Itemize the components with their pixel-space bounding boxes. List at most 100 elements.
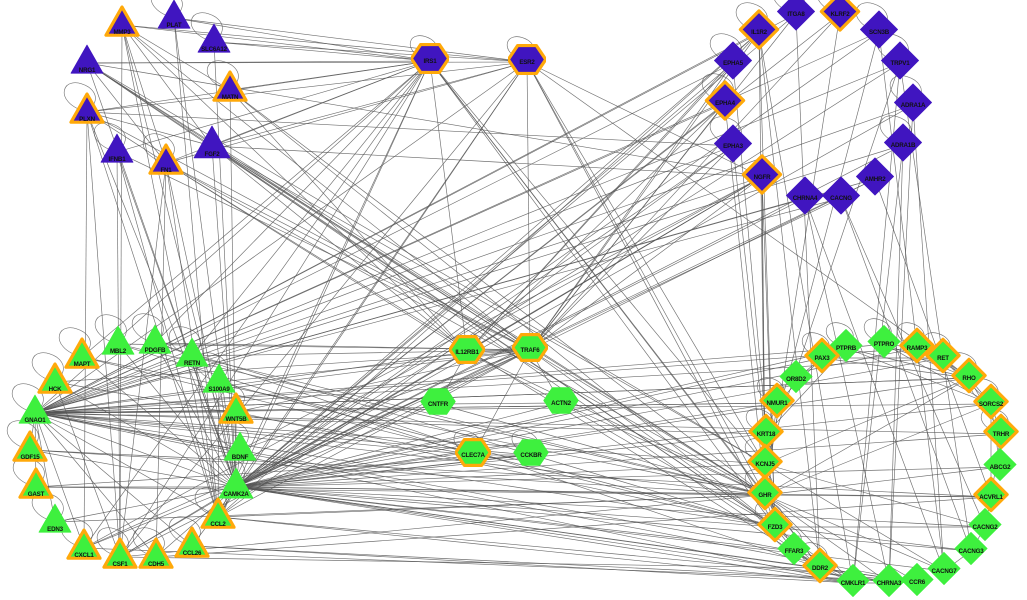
edge — [191, 545, 854, 584]
diamond-icon — [741, 154, 783, 195]
edge — [34, 412, 241, 451]
graph-node[interactable]: MBL2 — [97, 321, 139, 368]
graph-node[interactable]: CCR6 — [898, 561, 936, 600]
edge — [34, 347, 918, 414]
triangle-icon — [102, 537, 138, 569]
edge — [154, 342, 237, 488]
edge — [429, 60, 766, 465]
edge — [119, 556, 821, 569]
edge — [229, 60, 431, 91]
edge — [117, 343, 766, 496]
edge — [235, 486, 972, 552]
graph-node[interactable]: TRAF6 — [511, 330, 549, 371]
graph-node[interactable]: TRPV1 — [879, 40, 921, 87]
triangle-icon — [101, 325, 135, 355]
edge — [429, 60, 821, 569]
diamond-icon — [747, 474, 783, 511]
edge — [54, 381, 474, 456]
graph-node[interactable]: ESR2 — [506, 41, 548, 84]
graph-node[interactable]: IFNB1 — [96, 129, 138, 176]
edge — [54, 381, 237, 488]
edge — [437, 402, 562, 405]
edge — [211, 145, 531, 351]
edge — [121, 24, 231, 91]
graph-node[interactable]: MATN — [209, 67, 251, 114]
edge — [83, 547, 918, 583]
edge — [235, 104, 914, 488]
graph-node[interactable]: CACNG — [820, 175, 862, 222]
triangle-icon — [218, 467, 254, 499]
edge — [34, 412, 56, 523]
diamond-icon — [822, 176, 860, 215]
edge — [34, 145, 734, 414]
edge — [526, 61, 531, 351]
graph-node[interactable]: ITGA8 — [775, 0, 817, 38]
diamond-icon — [900, 562, 934, 597]
triangle-icon — [12, 430, 48, 462]
edge — [86, 62, 763, 178]
diamond-icon — [899, 327, 935, 364]
edge — [235, 13, 797, 488]
triangle-icon — [212, 70, 248, 102]
edge — [235, 486, 776, 528]
edge — [235, 402, 562, 488]
diamond-icon — [973, 476, 1009, 513]
hexagon-icon — [511, 333, 549, 362]
graph-node[interactable]: CNTFR — [420, 384, 456, 425]
edge — [526, 61, 970, 379]
edge — [774, 526, 972, 552]
graph-node[interactable]: CDH5 — [135, 534, 177, 581]
edge — [229, 89, 766, 496]
edge — [217, 349, 531, 518]
edge — [235, 454, 474, 488]
graph-node[interactable]: KLRF2 — [819, 0, 861, 38]
edge — [845, 347, 992, 405]
graph-node[interactable]: CCL26 — [171, 523, 213, 570]
edge — [173, 17, 431, 62]
triangle-icon — [104, 5, 140, 37]
edge — [235, 62, 734, 488]
graph-node[interactable]: IRS1 — [409, 40, 451, 83]
edge — [83, 176, 763, 549]
edge — [173, 17, 219, 518]
edge — [235, 402, 778, 488]
diamond-icon — [779, 359, 813, 394]
triangle-icon — [64, 337, 100, 369]
edge — [239, 176, 763, 451]
graph-node[interactable]: NRG1 — [66, 40, 108, 87]
edge — [54, 486, 237, 523]
graph-node[interactable]: IL12RB1 — [448, 332, 486, 373]
hexagon-icon — [454, 438, 492, 467]
edge — [211, 145, 766, 496]
graph-node[interactable]: FGF2 — [189, 121, 235, 172]
self-loop-edge — [190, 12, 223, 43]
graph-node[interactable]: SLC6A12 — [193, 19, 235, 66]
graph-node[interactable]: EPHA4 — [704, 80, 746, 127]
graph-node[interactable]: CMKLR1 — [834, 562, 872, 600]
graph-node[interactable]: FN1 — [145, 140, 187, 187]
graph-node[interactable]: ACTN2 — [543, 383, 579, 424]
diamond-icon — [951, 357, 987, 394]
edge — [119, 61, 528, 558]
diamond-icon — [829, 328, 863, 363]
hexagon-icon — [543, 387, 579, 414]
edge — [217, 61, 528, 518]
triangle-icon — [175, 337, 209, 367]
edge — [116, 151, 237, 488]
edge — [429, 60, 468, 353]
graph-node[interactable]: CCKBR — [513, 435, 549, 476]
edge — [34, 349, 531, 414]
graph-node[interactable]: NGFR — [741, 154, 783, 201]
graph-node[interactable]: PDGFB — [134, 320, 176, 367]
edge — [173, 17, 528, 63]
edge — [154, 60, 431, 344]
graph-node[interactable]: CLEC7A — [454, 435, 492, 476]
diamond-icon — [777, 0, 815, 31]
edge — [764, 463, 986, 528]
diamond-icon — [757, 506, 793, 543]
edge — [217, 516, 918, 583]
edge — [235, 486, 992, 498]
edge — [235, 466, 1001, 488]
graph-node[interactable]: PLAT — [153, 0, 195, 42]
